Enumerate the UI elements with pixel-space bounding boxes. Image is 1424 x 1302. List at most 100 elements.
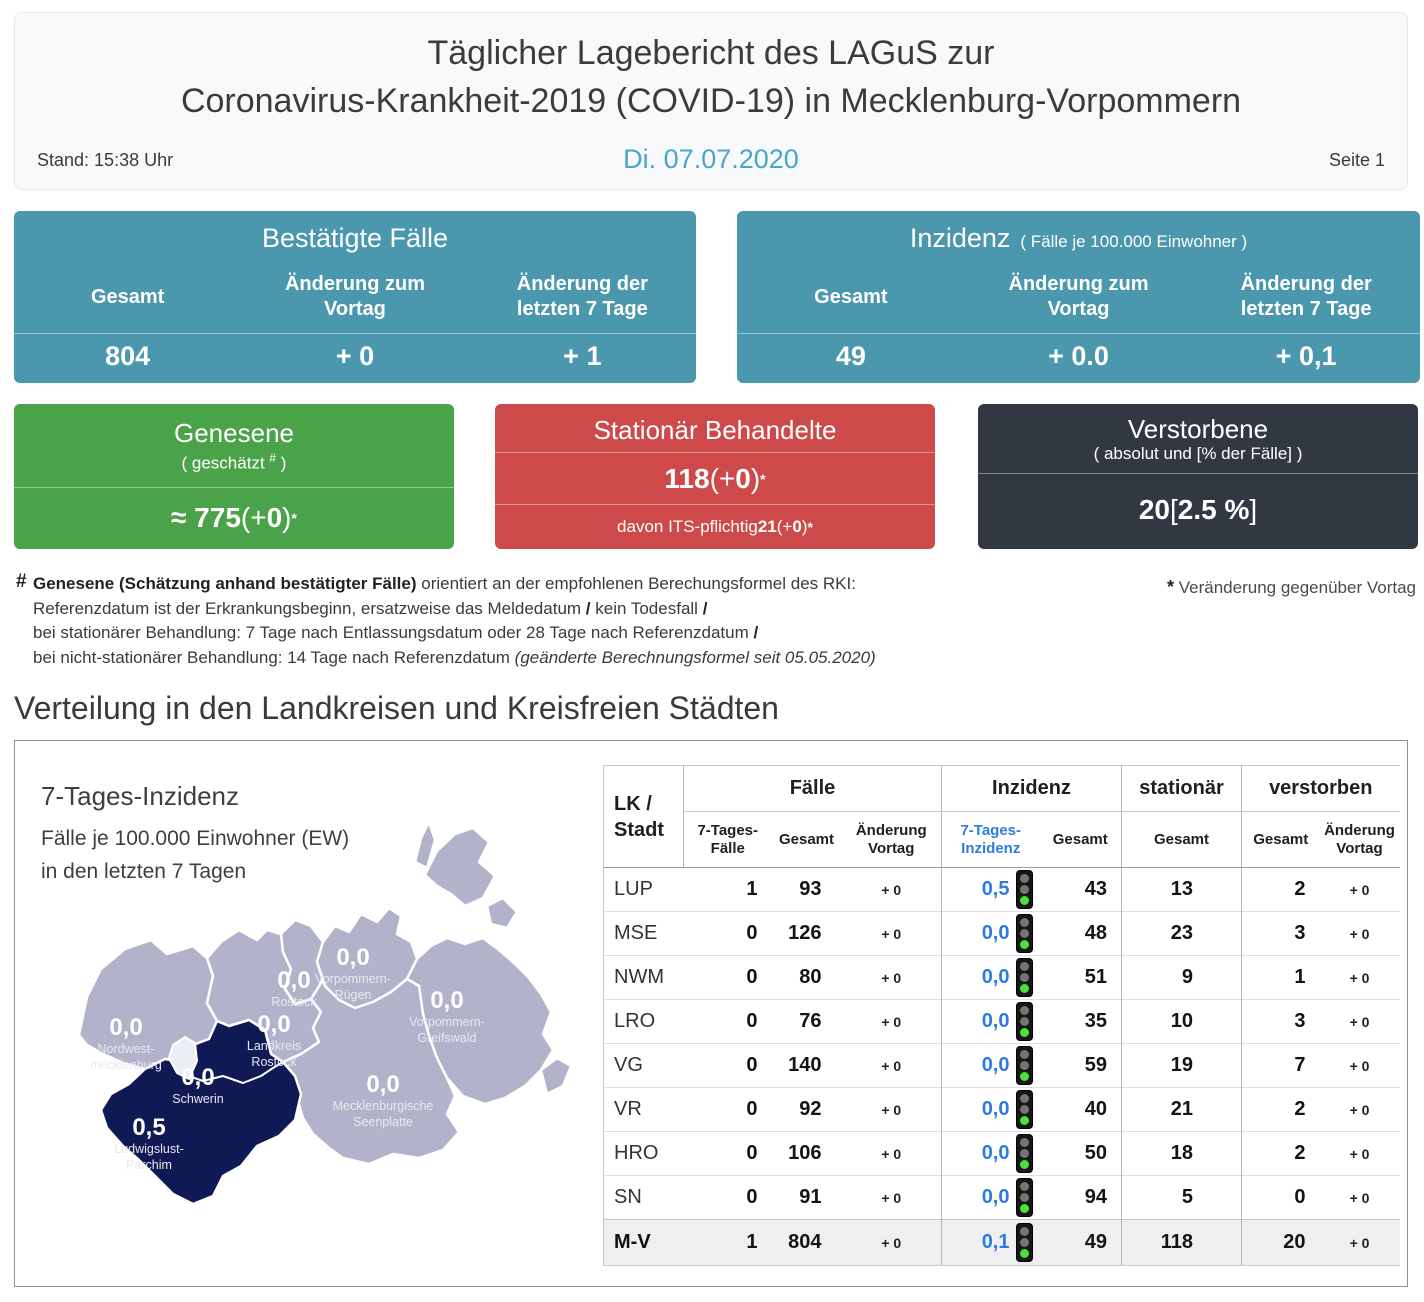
mv-map-svg	[77, 820, 573, 1206]
traffic-light-icon	[1016, 915, 1032, 952]
footnote-line-2: Referenzdatum ist der Erkrankungsbeginn,…	[33, 598, 708, 618]
map-subtitle-2: in den letzten 7 Tagen	[41, 860, 247, 883]
footnote-line-4: bei nicht-stationärer Behandlung: 14 Tag…	[33, 647, 876, 667]
subheader-aenderung-vortag-verstorben: Änderung Vortag	[1319, 811, 1400, 868]
traffic-light-icon	[1016, 1224, 1032, 1261]
traffic-light-icon	[1016, 959, 1032, 996]
group-verstorben: verstorben	[1241, 765, 1400, 812]
confirmed-cases-values: 804 + 0 + 1	[14, 334, 696, 378]
table-row-vr: VR 0 92 + 0 0,0 40 21 2 + 0	[603, 1087, 1400, 1132]
recovered-card: Genesene ( geschätzt # ) ≈ 775 (+ 0 ) *	[14, 404, 454, 549]
col-change-prev-day: Änderung zum Vortag	[1008, 273, 1149, 320]
divider	[978, 473, 1418, 474]
divider	[737, 333, 1420, 334]
report-title-line1: Täglicher Lagebericht des LAGuS zur	[427, 34, 995, 72]
island-small	[485, 896, 519, 930]
confirmed-cases-headers: Gesamt Änderung zum Vortag Änderung der …	[14, 261, 696, 333]
table-row-vg: VG 0 140 + 0 0,0 59 19 7 + 0	[603, 1043, 1400, 1088]
recovered-subtitle: ( geschätzt # )	[181, 451, 287, 473]
incidence-values: 49 + 0.0 + 0,1	[737, 334, 1420, 378]
deceased-card: Verstorbene ( absolut und [% der Fälle] …	[978, 404, 1418, 549]
subheader-7-tages-inzidenz: 7-Tages-Inzidenz	[941, 811, 1040, 868]
table-row-nwm: NWM 0 80 + 0 0,0 51 9 1 + 0	[603, 955, 1400, 1000]
recovered-footnote: # Genesene (Schätzung anhand bestätigter…	[16, 571, 876, 670]
subheader-aenderung-vortag-faelle: Änderung Vortag	[841, 811, 942, 868]
confirmed-cases-card: Bestätigte Fälle Gesamt Änderung zum Vor…	[14, 211, 696, 383]
page-number: Seite 1	[1328, 150, 1385, 170]
hospitalized-title: Stationär Behandelte	[593, 415, 837, 445]
confirmed-change-7-days: + 1	[563, 340, 602, 371]
subheader-gesamt-faelle: Gesamt	[771, 811, 842, 868]
table-row-lro: LRO 0 76 + 0 0,0 35 10 3 + 0	[603, 999, 1400, 1044]
table-row-mse: MSE 0 126 + 0 0,0 48 23 3 + 0	[603, 911, 1400, 956]
island-ruegen	[423, 826, 497, 908]
corner-header: LK / Stadt	[603, 765, 684, 868]
incidence-headers: Gesamt Änderung zum Vortag Änderung der …	[737, 261, 1420, 333]
island-hiddensee	[413, 820, 437, 870]
table-group-header-row: LK / Stadt Fälle Inzidenz stationär verst…	[603, 765, 1400, 868]
footnote-line-3: bei stationärer Behandlung: 7 Tage nach …	[33, 623, 759, 642]
incidence-title: Inzidenz ( Fälle je 100.000 Einwohner )	[909, 223, 1248, 253]
traffic-light-icon	[1016, 1003, 1032, 1040]
confirmed-cases-title: Bestätigte Fälle	[261, 223, 449, 253]
map-title: 7-Tages-Inzidenz	[41, 781, 239, 811]
group-faelle: Fälle	[683, 765, 942, 812]
icu-subline: davon ITS-pflichtig 21 (+ 0) *	[617, 516, 813, 536]
traffic-light-icon	[1016, 1135, 1032, 1172]
deceased-subtitle: ( absolut und [% der Fälle] )	[1093, 444, 1303, 463]
subheader-gesamt-stationaer: Gesamt	[1121, 811, 1242, 868]
divider	[14, 333, 696, 334]
schweriner-see	[168, 1036, 198, 1080]
traffic-light-icon	[1016, 1179, 1032, 1216]
recovered-title: Genesene	[174, 418, 294, 448]
map-legend: 7-Tages-Inzidenz Fälle je 100.000 Einwoh…	[41, 781, 349, 888]
map-subtitle-1: Fälle je 100.000 Einwohner (EW)	[41, 827, 350, 850]
district-panel: 7-Tages-Inzidenz Fälle je 100.000 Einwoh…	[14, 740, 1408, 1287]
col-change-7-days: Änderung der letzten 7 Tage	[1240, 273, 1372, 320]
col-change-7-days: Änderung der letzten 7 Tage	[516, 273, 648, 320]
traffic-light-icon	[1016, 1047, 1032, 1084]
incidence-change-prev-day: + 0.0	[1048, 340, 1109, 371]
table-row-mv-total: M-V 1 804 + 0 0,1 49 118 20 + 0	[603, 1219, 1400, 1266]
col-gesamt: Gesamt	[90, 285, 165, 308]
region-ludwigslust-parchim-schwerin	[99, 1018, 303, 1206]
footnote-line-1: Genesene (Schätzung anhand bestätigter F…	[33, 574, 856, 593]
incidence-total: 49	[835, 340, 866, 371]
hash-mark: #	[16, 571, 27, 592]
col-change-prev-day: Änderung zum Vortag	[284, 273, 425, 320]
divider	[495, 452, 935, 453]
report-timestamp: Stand: 15:38 Uhr	[37, 150, 174, 170]
table-row-hro: HRO 0 106 + 0 0,0 50 18 2 + 0	[603, 1131, 1400, 1176]
report-date: Di. 07.07.2020	[623, 144, 799, 174]
subheader-gesamt-verstorben: Gesamt	[1241, 811, 1320, 868]
table-row-sn: SN 0 91 + 0 0,0 94 5 0 + 0	[603, 1175, 1400, 1220]
subheader-7-tages-faelle: 7-Tages-Fälle	[683, 811, 772, 868]
schwerin-border	[185, 1061, 284, 1084]
traffic-light-icon	[1016, 871, 1032, 908]
asterisk-footnote: * Veränderung gegenüber Vortag	[1167, 577, 1416, 597]
island-usedom	[539, 1056, 573, 1096]
table-row-lup: LUP 1 93 + 0 0,5 43 13 2 + 0	[604, 867, 1400, 912]
confirmed-total: 804	[105, 340, 151, 371]
confirmed-change-prev-day: + 0	[335, 340, 375, 371]
divider	[14, 486, 454, 488]
mv-incidence-map: 0,0 Nordwest- mecklenburg 0,0 Rostock 0,…	[41, 813, 586, 1253]
traffic-light-icon	[1016, 1091, 1032, 1128]
district-table: LK / Stadt Fälle Inzidenz stationär verst…	[603, 765, 1400, 1266]
incidence-change-7-days: + 0,1	[1275, 340, 1337, 371]
hospitalized-card: Stationär Behandelte 118 (+ 0 ) * davon I…	[495, 404, 935, 549]
deceased-title: Verstorbene	[1127, 414, 1269, 444]
divider	[495, 504, 935, 505]
incidence-card: Inzidenz ( Fälle je 100.000 Einwohner ) …	[737, 211, 1420, 383]
subheader-gesamt-inzidenz: Gesamt	[1039, 811, 1122, 868]
report-header: Täglicher Lagebericht des LAGuS zur Coro…	[14, 12, 1408, 190]
deceased-value: 20 [ 2.5 % ]	[1138, 493, 1258, 525]
group-stationaer: stationär	[1121, 765, 1242, 812]
report-title-line2: Coronavirus-Krankheit-2019 (COVID-19) in…	[180, 82, 1242, 120]
asterisk-mark: *	[1167, 577, 1175, 597]
recovered-value: ≈ 775 (+ 0 ) *	[171, 501, 297, 533]
region-mecklenburgische-seenplatte	[281, 960, 461, 1166]
table-subheader-row: 7-Tages-Fälle Gesamt Änderung Vortag 7-T…	[604, 811, 1400, 868]
section-title: Verteilung in den Landkreisen und Kreisf…	[14, 690, 779, 726]
